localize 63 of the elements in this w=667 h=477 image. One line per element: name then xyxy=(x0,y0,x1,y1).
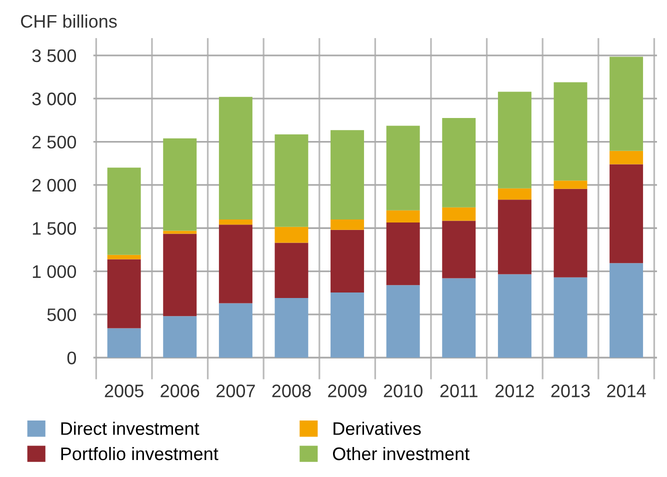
bar xyxy=(274,134,308,227)
y-tick-label: 3 000 xyxy=(32,92,76,106)
bar xyxy=(274,226,308,243)
legend-label: Portfolio investment xyxy=(61,446,218,460)
y-tick-label: 3 500 xyxy=(32,49,76,62)
y-axis-title: CHF billions xyxy=(21,14,117,28)
bar xyxy=(554,180,588,189)
bar xyxy=(163,234,197,316)
bar xyxy=(554,82,588,181)
y-tick-label: 500 xyxy=(47,308,76,322)
bar xyxy=(330,292,364,358)
bar xyxy=(163,138,197,231)
x-tick-label: 2005 xyxy=(104,384,144,398)
bar xyxy=(498,274,532,358)
y-tick-label: 1 000 xyxy=(32,265,76,278)
x-tick-label: 2014 xyxy=(607,384,646,398)
bar xyxy=(442,118,476,208)
bar xyxy=(163,316,197,358)
bar xyxy=(218,219,252,225)
bar xyxy=(330,230,364,292)
x-tick-label: 2012 xyxy=(496,384,534,398)
bar xyxy=(107,328,141,358)
legend-label: Derivatives xyxy=(334,422,421,435)
bar xyxy=(330,219,364,230)
bar xyxy=(554,188,588,278)
bar xyxy=(218,224,252,304)
x-tick-label: 2007 xyxy=(216,384,255,398)
bar xyxy=(554,277,588,358)
bar xyxy=(610,164,644,264)
x-tick-label: 2008 xyxy=(272,384,311,398)
bar xyxy=(386,222,420,286)
y-tick-label: 2 500 xyxy=(32,136,76,148)
bar xyxy=(498,188,532,200)
bar xyxy=(163,230,197,234)
bar xyxy=(610,56,644,151)
bar xyxy=(442,207,476,221)
bar xyxy=(330,130,364,220)
x-tick-label: 2009 xyxy=(328,384,367,398)
bar xyxy=(274,242,308,298)
bar xyxy=(107,259,141,328)
bar xyxy=(386,285,420,358)
bar xyxy=(498,92,532,188)
x-tick-label: 2013 xyxy=(551,384,590,398)
bar xyxy=(610,263,644,358)
bar xyxy=(386,126,420,210)
bar xyxy=(107,168,141,255)
bar xyxy=(218,96,252,220)
x-tick-label: 2006 xyxy=(160,384,200,398)
bar xyxy=(107,254,141,260)
bar xyxy=(610,150,644,164)
x-tick-label: 2010 xyxy=(384,384,422,398)
bar xyxy=(218,303,252,358)
x-tick-label: 2011 xyxy=(440,384,478,398)
bar xyxy=(274,298,308,358)
y-tick-label: 2 000 xyxy=(32,178,76,192)
bar xyxy=(386,210,420,222)
bar xyxy=(498,200,532,274)
bar xyxy=(442,220,476,278)
y-tick-label: 0 xyxy=(67,352,76,364)
y-tick-label: 1 500 xyxy=(32,222,76,235)
bar xyxy=(442,278,476,358)
legend-label: Direct investment xyxy=(61,422,200,435)
legend-label: Other investment xyxy=(332,446,470,460)
